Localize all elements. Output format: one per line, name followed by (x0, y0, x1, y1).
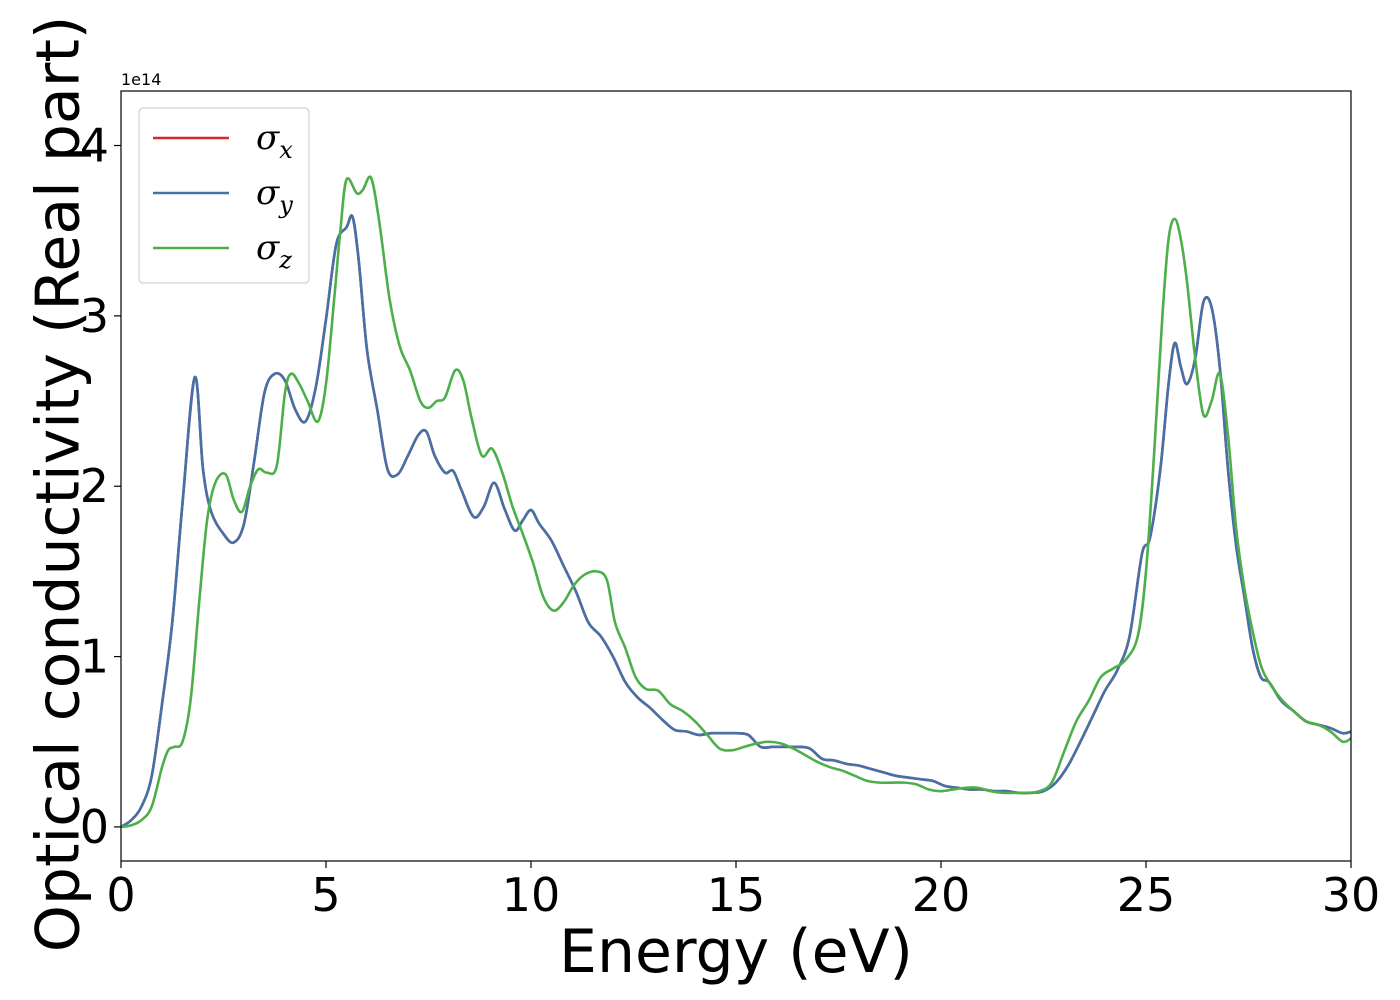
x-tick-label: 5 (311, 868, 340, 922)
series-line-sigma-z (121, 175, 1351, 829)
y-offset-label: 1e14 (121, 70, 161, 89)
legend-label-sigma-x: σx (256, 118, 293, 164)
y-tick-label: 0 (80, 800, 109, 854)
series-line-sigma-y (121, 214, 1351, 829)
x-tick-label: 20 (912, 868, 971, 922)
x-tick-label: 30 (1322, 868, 1381, 922)
plot-area (121, 175, 1351, 829)
y-tick-label: 1 (80, 630, 109, 684)
y-tick-label: 3 (80, 289, 109, 343)
x-tick-label: 25 (1117, 868, 1176, 922)
y-tick-label: 4 (80, 119, 109, 173)
series-line-sigma-x (121, 214, 1351, 829)
x-tick-label: 10 (502, 868, 561, 922)
axes-frame (120, 90, 1352, 862)
x-axis-label: Energy (eV) (559, 917, 913, 987)
x-tick-label: 15 (707, 868, 766, 922)
legend-box (138, 107, 310, 284)
y-axis-label: Optical conductivity (Real part) (24, 16, 94, 953)
axis-ticks: 0 5 10 15 20 25 30 0 1 2 3 4 (80, 119, 1381, 922)
y-tick-label: 2 (80, 459, 109, 513)
x-tick-label: 0 (106, 868, 135, 922)
